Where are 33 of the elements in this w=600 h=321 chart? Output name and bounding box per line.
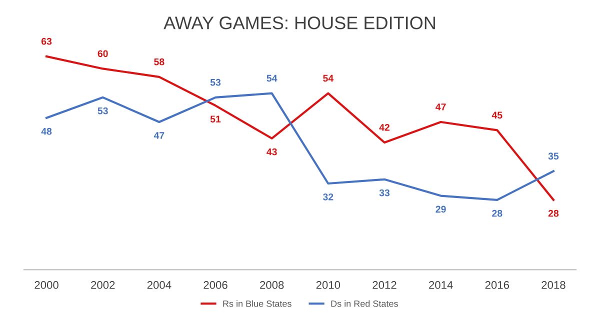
data-label: 53	[210, 78, 221, 86]
x-tick-label: 2018	[542, 281, 566, 289]
chart-title: AWAY GAMES: HOUSE EDITION	[164, 16, 435, 30]
data-label: 48	[41, 128, 52, 135]
data-label: 42	[379, 124, 390, 131]
data-label: 51	[210, 116, 221, 122]
data-label: 45	[492, 112, 502, 119]
data-label: 47	[154, 132, 164, 139]
x-tick-label: 2006	[204, 281, 228, 289]
data-label: 29	[436, 206, 446, 213]
x-tick-label: 2008	[260, 281, 284, 289]
x-tick-label: 2000	[34, 281, 58, 289]
x-tick-label: 2002	[91, 281, 115, 289]
data-label: 28	[548, 210, 559, 217]
x-tick-label: 2012	[372, 281, 396, 289]
x-tick-label: 2010	[316, 281, 340, 289]
x-tick-label: 2014	[429, 281, 453, 289]
data-label: 33	[379, 189, 390, 196]
legend-label: Rs in Blue States	[223, 300, 292, 307]
data-label: 53	[98, 107, 108, 114]
data-label: 54	[323, 74, 334, 82]
data-label: 58	[154, 58, 164, 66]
legend-label: Ds in Red States	[331, 300, 398, 307]
x-tick-label: 2004	[147, 281, 172, 289]
data-label: 60	[98, 50, 108, 58]
data-label: 54	[266, 74, 278, 82]
data-label: 32	[322, 193, 334, 200]
x-tick-label: 2016	[485, 281, 510, 289]
data-label: 35	[548, 152, 559, 160]
data-label: 43	[266, 148, 277, 156]
data-label: 63	[41, 38, 52, 45]
data-label: 28	[492, 210, 502, 217]
data-label: 47	[436, 104, 446, 110]
